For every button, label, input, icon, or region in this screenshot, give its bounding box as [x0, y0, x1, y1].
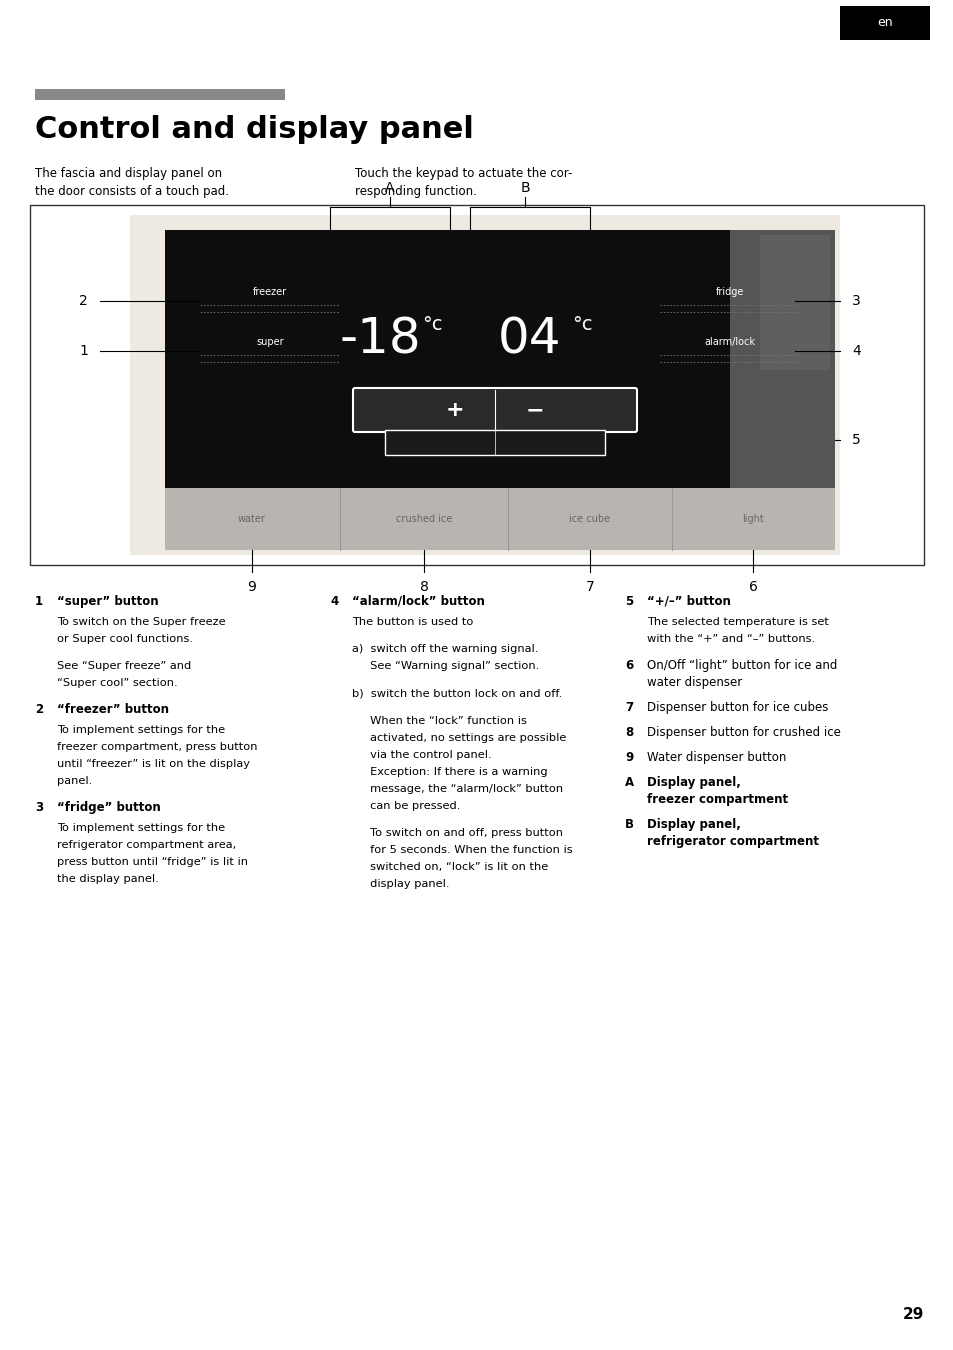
Text: until “freezer” is lit on the display: until “freezer” is lit on the display: [57, 759, 250, 769]
Text: See “Super freeze” and: See “Super freeze” and: [57, 662, 191, 671]
Text: switched on, “lock” is lit on the: switched on, “lock” is lit on the: [352, 861, 548, 872]
Text: Control and display panel: Control and display panel: [35, 115, 474, 144]
Text: Display panel,: Display panel,: [646, 818, 740, 832]
Text: fridge: fridge: [715, 288, 743, 297]
Text: Touch the keypad to actuate the cor-
responding function.: Touch the keypad to actuate the cor- res…: [355, 167, 572, 198]
Text: light: light: [741, 514, 763, 524]
Text: To implement settings for the: To implement settings for the: [57, 824, 225, 833]
Text: 9: 9: [624, 751, 633, 764]
Text: 29: 29: [902, 1307, 923, 1322]
Text: water: water: [238, 514, 266, 524]
Bar: [840, 5, 929, 40]
Text: alarm/lock: alarm/lock: [703, 338, 755, 347]
Text: 1: 1: [35, 595, 43, 608]
Text: “freezer” button: “freezer” button: [57, 703, 169, 717]
Text: refrigerator compartment area,: refrigerator compartment area,: [57, 840, 236, 850]
Text: 4: 4: [851, 344, 860, 358]
Text: +: +: [445, 400, 464, 420]
Bar: [165, 230, 729, 490]
Text: 8: 8: [419, 580, 428, 594]
Text: for 5 seconds. When the function is: for 5 seconds. When the function is: [352, 845, 572, 855]
Text: refrigerator compartment: refrigerator compartment: [646, 836, 818, 848]
Text: 2: 2: [35, 703, 43, 717]
Text: On/Off “light” button for ice and: On/Off “light” button for ice and: [646, 659, 837, 672]
Bar: [30, 205, 923, 566]
Text: freezer compartment, press button: freezer compartment, press button: [57, 743, 257, 752]
Text: 6: 6: [624, 659, 633, 672]
Text: A: A: [624, 776, 634, 788]
FancyBboxPatch shape: [353, 387, 637, 432]
Text: “alarm/lock” button: “alarm/lock” button: [352, 595, 484, 608]
Text: super: super: [256, 338, 283, 347]
Text: 7: 7: [624, 701, 633, 714]
Bar: [130, 215, 840, 555]
Text: When the “lock” function is: When the “lock” function is: [352, 716, 526, 725]
Text: with the “+” and “–” buttons.: with the “+” and “–” buttons.: [646, 634, 814, 644]
Text: a)  switch off the warning signal.: a) switch off the warning signal.: [352, 644, 537, 655]
Text: See “Warning signal” section.: See “Warning signal” section.: [352, 662, 538, 671]
Text: The button is used to: The button is used to: [352, 617, 473, 626]
Text: The selected temperature is set: The selected temperature is set: [646, 617, 828, 626]
Text: Dispenser button for ice cubes: Dispenser button for ice cubes: [646, 701, 827, 714]
Text: 9: 9: [247, 580, 256, 594]
Text: -18: -18: [339, 316, 420, 365]
Text: the display panel.: the display panel.: [57, 875, 158, 884]
Text: 8: 8: [624, 726, 633, 738]
Text: freezer compartment: freezer compartment: [646, 792, 787, 806]
Text: A: A: [385, 181, 395, 194]
Text: 3: 3: [35, 801, 43, 814]
Text: Exception: If there is a warning: Exception: If there is a warning: [352, 767, 547, 776]
Bar: [729, 230, 834, 490]
Text: The fascia and display panel on
the door consists of a touch pad.: The fascia and display panel on the door…: [35, 167, 229, 198]
Bar: [165, 487, 834, 549]
Text: 3: 3: [851, 294, 860, 308]
Text: freezer: freezer: [253, 288, 287, 297]
Text: Dispenser button for crushed ice: Dispenser button for crushed ice: [646, 726, 840, 738]
Text: or Super cool functions.: or Super cool functions.: [57, 634, 193, 644]
Text: 5: 5: [851, 433, 860, 447]
Bar: [35, 89, 285, 100]
Text: press button until “fridge” is lit in: press button until “fridge” is lit in: [57, 857, 248, 867]
Text: 04: 04: [497, 316, 561, 365]
Text: 4: 4: [330, 595, 338, 608]
Text: To implement settings for the: To implement settings for the: [57, 725, 225, 736]
Text: B: B: [519, 181, 529, 194]
Text: Water dispenser button: Water dispenser button: [646, 751, 785, 764]
Text: B: B: [624, 818, 634, 832]
Text: “fridge” button: “fridge” button: [57, 801, 161, 814]
Text: message, the “alarm/lock” button: message, the “alarm/lock” button: [352, 783, 562, 794]
Text: “Super cool” section.: “Super cool” section.: [57, 678, 177, 688]
Bar: [385, 431, 604, 455]
Text: display panel.: display panel.: [352, 879, 449, 888]
Text: water dispenser: water dispenser: [646, 676, 741, 688]
Bar: [760, 235, 829, 370]
Text: crushed ice: crushed ice: [395, 514, 452, 524]
Text: en: en: [876, 16, 892, 30]
Text: via the control panel.: via the control panel.: [352, 749, 491, 760]
Text: −: −: [525, 400, 544, 420]
Text: 2: 2: [79, 294, 88, 308]
Text: 1: 1: [79, 344, 88, 358]
Text: °c: °c: [421, 315, 442, 333]
Text: To switch on and off, press button: To switch on and off, press button: [352, 828, 562, 838]
Text: “super” button: “super” button: [57, 595, 158, 608]
Text: 7: 7: [585, 580, 594, 594]
Text: can be pressed.: can be pressed.: [352, 801, 460, 810]
Text: activated, no settings are possible: activated, no settings are possible: [352, 733, 566, 743]
Text: b)  switch the button lock on and off.: b) switch the button lock on and off.: [352, 688, 561, 698]
Text: 6: 6: [748, 580, 757, 594]
Text: To switch on the Super freeze: To switch on the Super freeze: [57, 617, 226, 626]
Text: “+/–” button: “+/–” button: [646, 595, 730, 608]
Text: 5: 5: [624, 595, 633, 608]
Text: ice cube: ice cube: [569, 514, 610, 524]
Text: panel.: panel.: [57, 776, 92, 786]
Text: °c: °c: [572, 315, 592, 333]
Text: Display panel,: Display panel,: [646, 776, 740, 788]
